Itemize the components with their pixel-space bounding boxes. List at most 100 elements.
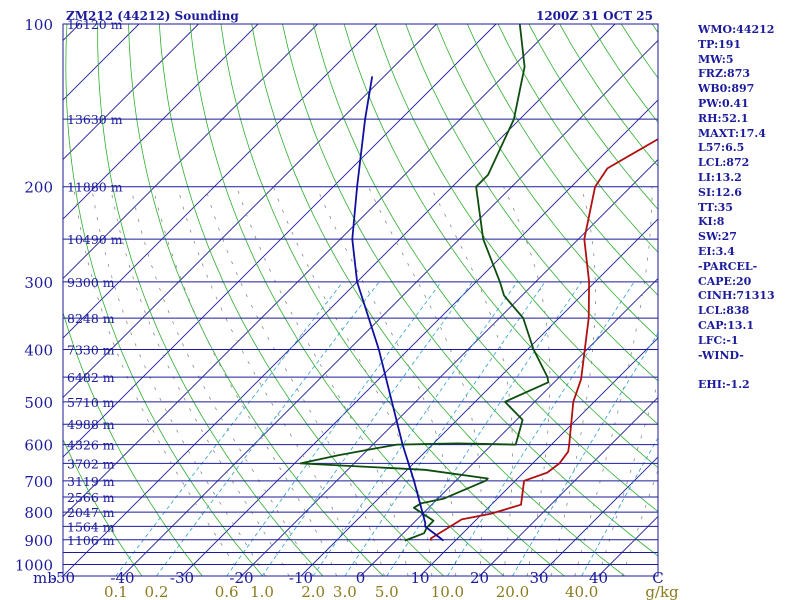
temperature-tick-label: C [652, 569, 663, 587]
height-label: 10490 m [67, 232, 123, 247]
moist-adiabat-line [91, 186, 266, 576]
plot-frame [62, 23, 659, 577]
height-label: 3702 m [67, 456, 115, 471]
pressure-axis-label: mb [33, 569, 57, 587]
mixing-ratio-label: 0.2 [145, 583, 169, 600]
height-label: 4326 m [67, 438, 115, 453]
mixing-ratio-line [512, 332, 658, 576]
mixing-ratio-line [447, 281, 635, 576]
mixing-ratio-label: 1.0 [250, 583, 274, 600]
pressure-tick-label: 500 [24, 394, 53, 412]
height-label: 11880 m [67, 180, 123, 195]
sounding-stat: FRZ:873 [698, 67, 751, 81]
sounding-stat: TP:191 [698, 37, 742, 51]
mixing-ratio-unit-label: g/kg [645, 583, 679, 600]
temperature-tick-label: -30 [170, 569, 194, 587]
height-label: 13630 m [67, 112, 123, 127]
isotherm-line [241, 158, 658, 576]
moist-adiabat-line [110, 186, 290, 576]
chart-title: ZM212 (44212) Sounding [66, 9, 239, 23]
sounding-stat: MAXT:17.4 [698, 126, 766, 140]
height-label: 4988 m [67, 417, 115, 432]
temperature-tick-label: -20 [229, 569, 253, 587]
dry-adiabat-line [497, 24, 658, 253]
sounding-stat: RH:52.1 [698, 111, 749, 125]
sounding-stat: WB0:897 [698, 82, 755, 96]
isotherm-line [419, 337, 658, 576]
pressure-tick-label: 600 [24, 437, 53, 455]
height-label: 5710 m [67, 395, 115, 410]
moist-adiabat-line [503, 186, 551, 576]
temperature-tick-label: 0 [356, 569, 366, 587]
moist-adiabat-line [550, 186, 596, 576]
isotherm-lines [0, 24, 658, 576]
sounding-stat: LCL:838 [698, 304, 750, 318]
mixing-ratio-label: 10.0 [431, 583, 464, 600]
isotherm-line [63, 24, 318, 280]
moist-adiabat-line [430, 186, 513, 576]
sounding-stat [698, 363, 798, 378]
pressure-tick-label: 100 [24, 16, 53, 34]
sounding-stat: TT:35 [698, 200, 733, 214]
moist-adiabat-line [204, 186, 385, 576]
mixing-ratio-lines [115, 281, 658, 576]
sounding-stat: MW:5 [698, 52, 734, 66]
pressure-tick-label: 1000 [15, 557, 53, 575]
dry-adiabat-line [63, 311, 203, 576]
temperature-tick-label: -40 [110, 569, 134, 587]
moist-adiabat-line [152, 186, 338, 576]
parcel-path [351, 76, 445, 542]
sounding-stat: LI:13.2 [698, 170, 742, 184]
dry-adiabat-line [251, 24, 625, 576]
isotherm-line [63, 24, 437, 399]
isotherm-line [63, 24, 556, 518]
sounding-stat: WMO:44212 [698, 23, 775, 36]
profile-series [299, 24, 658, 542]
pressure-tick-label: 400 [24, 341, 53, 359]
temperature-tick-label: 20 [470, 569, 489, 587]
height-label: 1564 m [67, 519, 115, 534]
sounding-stat: CAPE:20 [698, 274, 752, 288]
mixing-ratio-label: 2.0 [301, 583, 325, 600]
pressure-tick-label: 300 [24, 274, 53, 292]
sounding-stat: SI:12.6 [698, 185, 742, 199]
temperature-profile [429, 138, 658, 541]
dry-adiabat-line [189, 24, 505, 576]
pressure-tick-label: 800 [24, 504, 53, 522]
sounding-stat: -PARCEL- [698, 259, 758, 273]
isotherm-line [0, 24, 20, 576]
dry-adiabat-line [282, 24, 658, 557]
dry-adiabat-line [312, 24, 658, 513]
sounding-stat: -WIND- [698, 348, 744, 362]
mixing-ratio-label: 3.0 [333, 583, 357, 600]
moist-adiabat-line [177, 186, 361, 576]
isotherm-line [479, 396, 658, 576]
dry-adiabat-line [343, 24, 658, 469]
moist-adiabat-line [130, 186, 314, 576]
mixing-ratio-line [261, 281, 473, 576]
mixing-ratio-label: 5.0 [375, 583, 399, 600]
mixing-ratio-line [344, 281, 546, 576]
mixing-ratio-line [226, 281, 442, 576]
dry-adiabat-line [436, 24, 658, 339]
height-label: 8248 m [67, 311, 115, 326]
mixing-ratio-line [312, 281, 518, 576]
moist-adiabat-lines [73, 186, 658, 576]
dry-adiabat-line [128, 24, 384, 576]
sounding-stats-panel: WMO:44212 TP:191 MW:5 FRZ:873 WB0:897 PW:0.41… [698, 23, 798, 393]
temperature-tick-label: -50 [51, 569, 75, 587]
dry-adiabat-line [65, 24, 263, 576]
mixing-ratio-label: 0.6 [215, 583, 239, 600]
sounding-stat: SW:27 [698, 230, 737, 244]
dry-adiabat-line [63, 438, 143, 576]
mixing-ratio-line [115, 281, 344, 576]
isotherm-line [63, 24, 378, 339]
height-label: 6482 m [67, 370, 115, 385]
pressure-tick-label: 700 [24, 473, 53, 491]
sounding-stat: PW:0.41 [698, 96, 749, 110]
isotherm-line [63, 24, 259, 220]
moist-adiabat-line [316, 186, 457, 576]
isotherm-line [360, 277, 658, 576]
